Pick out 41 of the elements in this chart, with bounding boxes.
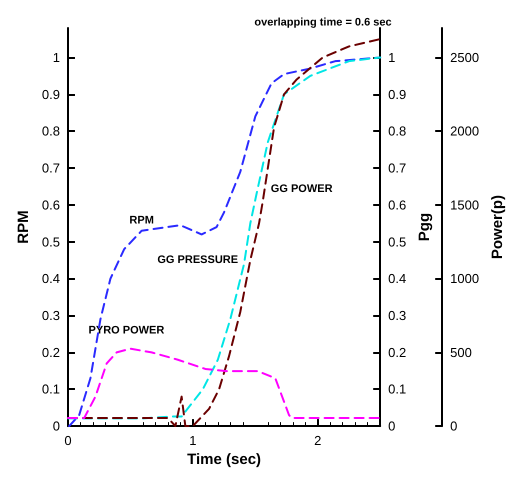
y-tick-label: 1 xyxy=(52,50,60,65)
y2-tick-label: 0.9 xyxy=(388,86,406,102)
y2-axis-title: Pgg xyxy=(416,212,434,242)
x-tick-label: 2 xyxy=(314,433,322,448)
y-tick-label: 0.6 xyxy=(42,197,60,212)
x-tick-label: 0 xyxy=(64,433,72,448)
chart-title: overlapping time = 0.6 sec xyxy=(254,16,392,28)
y2-tick-label: 0.6 xyxy=(388,197,406,212)
y-tick-label: 0.5 xyxy=(42,234,60,250)
y-tick-label: 0.2 xyxy=(42,344,60,360)
y3-axis-title: Power(p) xyxy=(489,194,506,260)
y2-tick-label: 1 xyxy=(388,50,396,65)
y-tick-label: 0.7 xyxy=(42,160,60,176)
y3-tick-label: 1500 xyxy=(450,197,480,212)
y-tick-label: 0.9 xyxy=(42,86,60,102)
annotation: GG PRESSURE xyxy=(157,254,238,266)
y2-tick-label: 0 xyxy=(388,418,396,434)
y2-tick-label: 0.8 xyxy=(388,124,406,139)
y2-tick-label: 0.7 xyxy=(388,160,406,176)
y-tick-label: 0.4 xyxy=(42,271,60,286)
y-axis-title: RPM xyxy=(15,210,32,244)
y-tick-label: 0.3 xyxy=(42,308,60,324)
x-tick-label: 1 xyxy=(189,433,196,448)
y-tick-label: 0.1 xyxy=(42,382,60,397)
y-tick-label: 0 xyxy=(52,418,60,434)
annotation: PYRO POWER xyxy=(88,324,164,337)
x-axis-title: Time (sec) xyxy=(187,451,262,468)
y3-tick-label: 500 xyxy=(450,344,472,360)
annotation: RPM xyxy=(129,214,154,227)
y3-tick-label: 1000 xyxy=(450,271,480,286)
y3-tick-label: 0 xyxy=(450,418,458,434)
y3-tick-label: 2500 xyxy=(450,50,480,65)
y2-tick-label: 0.5 xyxy=(388,234,406,250)
y-tick-label: 0.8 xyxy=(42,124,60,139)
annotation: GG POWER xyxy=(270,183,333,196)
y3-tick-label: 2000 xyxy=(450,124,480,139)
y2-tick-label: 0.1 xyxy=(388,382,406,397)
line-series xyxy=(66,348,382,419)
y2-tick-label: 0.4 xyxy=(388,271,406,286)
y2-tick-label: 0.2 xyxy=(388,344,406,360)
y2-tick-label: 0.3 xyxy=(388,308,406,324)
